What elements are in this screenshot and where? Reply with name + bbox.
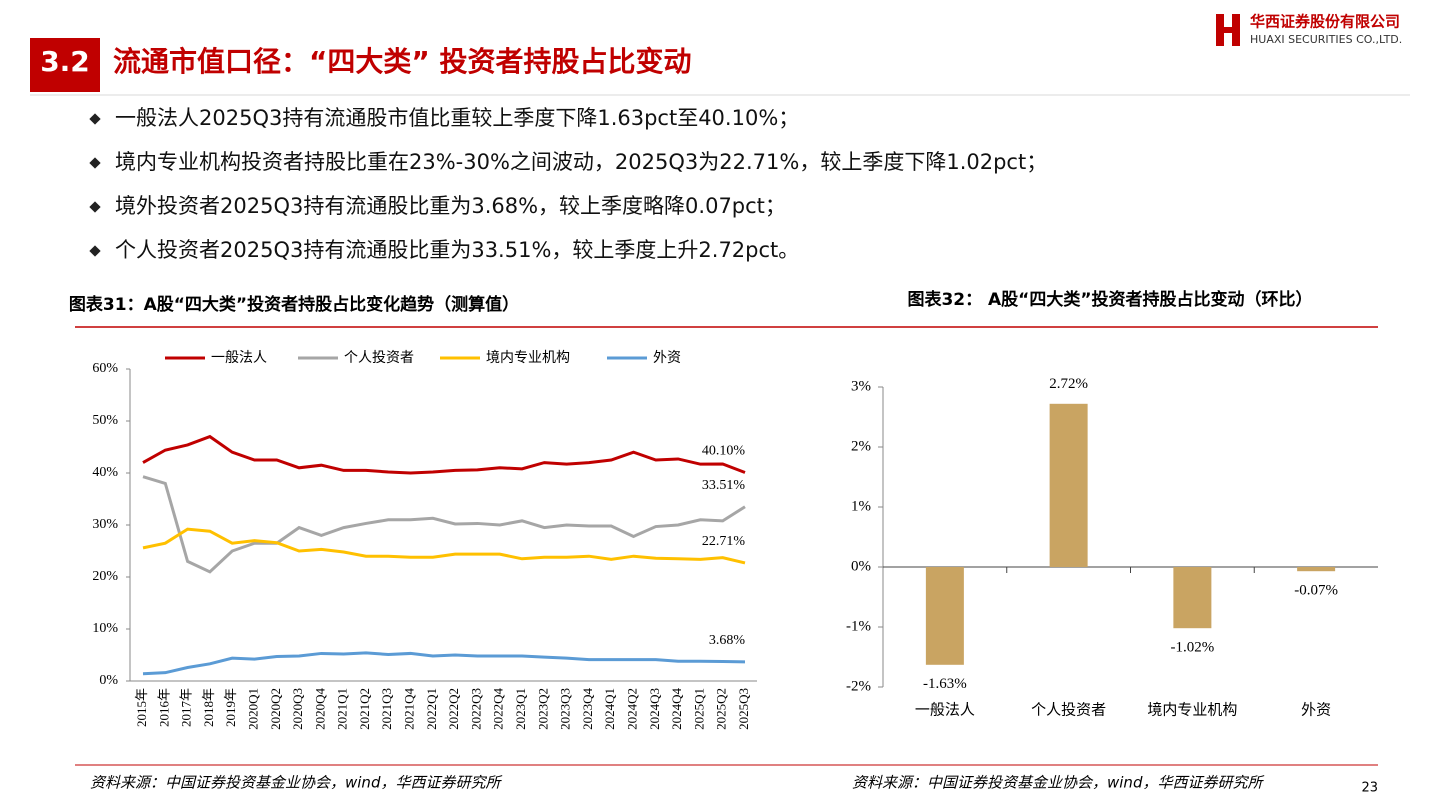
x-tick-label: 2020Q3 bbox=[290, 688, 305, 730]
bullet-marker bbox=[89, 245, 101, 257]
y-tick-label: -2% bbox=[846, 678, 871, 694]
logo-icon bbox=[1232, 14, 1240, 46]
bar bbox=[1049, 403, 1088, 567]
x-tick-label: 2018年 bbox=[201, 688, 216, 727]
y-tick-label: -1% bbox=[846, 618, 871, 634]
y-tick-label: 40% bbox=[92, 465, 118, 480]
bullet-marker bbox=[89, 113, 101, 125]
bullet-text: 一般法人2025Q3持有流通股市值比重较上季度下降1.63pct至40.10%； bbox=[115, 106, 799, 130]
bar bbox=[925, 567, 964, 665]
slide-title: 流通市值口径：“四大类” 投资者持股占比变动 bbox=[113, 45, 692, 78]
section-badge bbox=[30, 38, 100, 92]
y-tick-label: 2% bbox=[851, 438, 871, 454]
y-tick-label: 20% bbox=[92, 569, 118, 584]
logo-name: 华西证券股份有限公司 bbox=[1250, 13, 1400, 31]
data-label: 3.68% bbox=[709, 633, 746, 648]
y-tick-label: 0% bbox=[851, 558, 871, 574]
x-tick-label: 2022Q3 bbox=[468, 688, 483, 730]
series-line bbox=[142, 434, 746, 475]
section-number: 3.2 bbox=[40, 45, 90, 78]
x-tick-label: 2024Q3 bbox=[647, 688, 662, 730]
x-tick-label: 2015年 bbox=[134, 688, 149, 727]
x-tick-label: 2021Q2 bbox=[357, 688, 372, 730]
data-label: 40.10% bbox=[702, 444, 746, 459]
y-tick-label: 10% bbox=[92, 621, 118, 636]
y-tick-label: 1% bbox=[851, 498, 871, 514]
y-tick-label: 60% bbox=[92, 361, 118, 376]
x-tick-label: 2024Q1 bbox=[602, 688, 617, 730]
x-tick-label: 2021Q1 bbox=[335, 688, 350, 730]
data-label: 22.71% bbox=[702, 534, 746, 549]
legend-label: 一般法人 bbox=[211, 350, 267, 366]
x-tick-label: 2020Q1 bbox=[245, 688, 260, 730]
x-tick-label: 个人投资者 bbox=[1031, 701, 1106, 719]
y-tick-label: 30% bbox=[92, 517, 118, 532]
logo-icon bbox=[1216, 14, 1224, 46]
chart-title: 图表32： A股“四大类”投资者持股占比变动（环比） bbox=[907, 289, 1312, 310]
bullet-marker bbox=[89, 157, 101, 169]
data-label: -1.02% bbox=[1171, 640, 1215, 656]
chart-title: 图表31：A股“四大类”投资者持股占比变化趋势（测算值） bbox=[69, 294, 519, 315]
x-tick-label: 2022Q1 bbox=[424, 688, 439, 730]
x-tick-label: 2023Q1 bbox=[513, 688, 528, 730]
data-label: -0.07% bbox=[1294, 583, 1338, 599]
x-tick-label: 2024Q2 bbox=[625, 688, 640, 730]
data-label: -1.63% bbox=[923, 676, 967, 692]
bullet-text: 境内专业机构投资者持股比重在23%-30%之间波动，2025Q3为22.71%，… bbox=[115, 150, 1047, 174]
x-tick-label: 2016年 bbox=[156, 688, 171, 727]
logo-icon bbox=[1222, 27, 1234, 33]
x-tick-label: 2023Q4 bbox=[580, 688, 595, 730]
logo: 华西证券股份有限公司 HUAXI SECURITIES CO.,LTD. bbox=[1216, 13, 1402, 46]
bar bbox=[1297, 567, 1336, 572]
y-tick-label: 50% bbox=[92, 413, 118, 428]
bullet-marker bbox=[89, 201, 101, 213]
data-label: 33.51% bbox=[702, 478, 746, 493]
x-tick-label: 2020Q2 bbox=[268, 688, 283, 730]
page-number: 23 bbox=[1361, 781, 1378, 796]
x-tick-label: 2022Q4 bbox=[491, 688, 506, 730]
x-tick-label: 外资 bbox=[1301, 701, 1331, 719]
x-tick-label: 境内专业机构 bbox=[1147, 701, 1237, 719]
x-tick-label: 2019年 bbox=[223, 688, 238, 727]
bullet-text: 境外投资者2025Q3持有流通股比重为3.68%，较上季度略降0.07pct； bbox=[115, 194, 786, 218]
bar bbox=[1173, 567, 1212, 629]
x-tick-label: 2024Q4 bbox=[669, 688, 684, 730]
source: 资料来源：中国证券投资基金业协会，wind，华西证券研究所 bbox=[90, 774, 502, 792]
series-line bbox=[142, 475, 746, 574]
y-tick-label: 0% bbox=[99, 673, 118, 688]
source: 资料来源：中国证券投资基金业协会，wind，华西证券研究所 bbox=[852, 774, 1264, 792]
x-tick-label: 2025Q3 bbox=[736, 688, 751, 730]
x-tick-label: 一般法人 bbox=[915, 701, 975, 719]
data-label: 2.72% bbox=[1049, 376, 1088, 392]
series-line bbox=[142, 651, 746, 676]
legend-label: 境内专业机构 bbox=[486, 350, 570, 366]
x-tick-label: 2021Q4 bbox=[402, 688, 417, 730]
series-line bbox=[142, 527, 746, 565]
x-tick-label: 2017年 bbox=[179, 688, 194, 727]
legend-label: 个人投资者 bbox=[344, 350, 414, 366]
x-tick-label: 2025Q1 bbox=[691, 688, 706, 730]
x-tick-label: 2021Q3 bbox=[379, 688, 394, 730]
x-tick-label: 2025Q2 bbox=[714, 688, 729, 730]
legend-label: 外资 bbox=[653, 350, 681, 366]
x-tick-label: 2022Q2 bbox=[446, 688, 461, 730]
y-tick-label: 3% bbox=[851, 378, 871, 394]
x-tick-label: 2020Q4 bbox=[312, 688, 327, 730]
x-tick-label: 2023Q2 bbox=[535, 688, 550, 730]
x-tick-label: 2023Q3 bbox=[558, 688, 573, 730]
logo-english: HUAXI SECURITIES CO.,LTD. bbox=[1250, 33, 1402, 46]
bullet-text: 个人投资者2025Q3持有流通股比重为33.51%，较上季度上升2.72pct。 bbox=[115, 238, 799, 262]
